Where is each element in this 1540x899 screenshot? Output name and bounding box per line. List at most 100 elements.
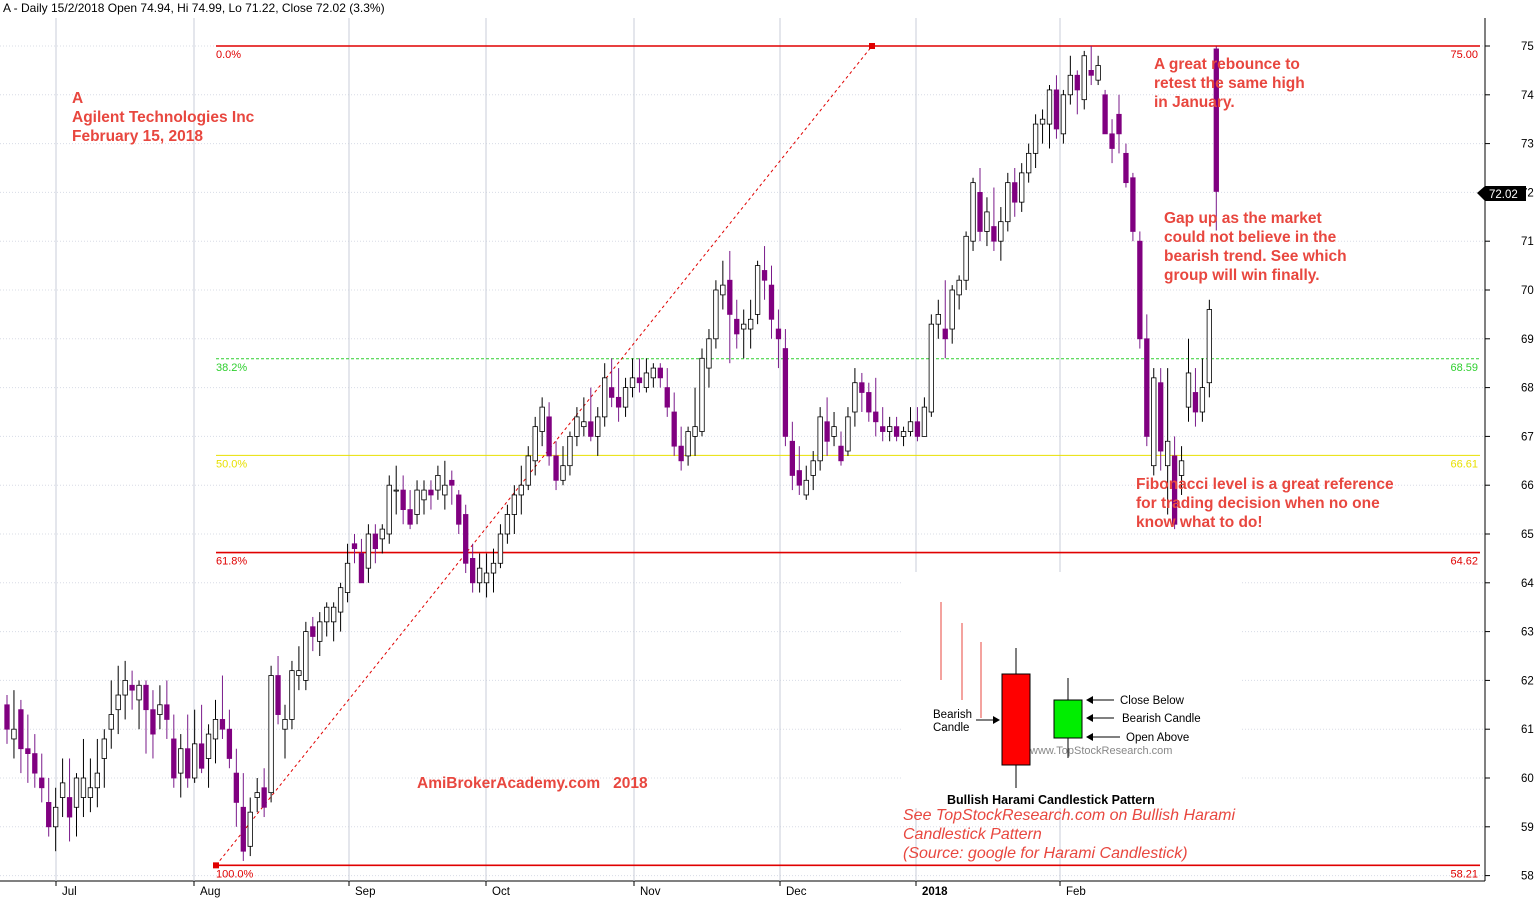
candle-body-up [803, 479, 809, 496]
candle-body-up [330, 606, 337, 623]
candle [185, 714, 191, 788]
candle [775, 309, 782, 369]
candle [615, 368, 622, 422]
candle [1102, 89, 1108, 135]
candle-body-up [11, 728, 17, 740]
candle-body-up [337, 587, 344, 613]
candle [136, 680, 142, 730]
candle-body-down [609, 387, 615, 398]
candle [324, 602, 330, 637]
candle [94, 738, 100, 808]
candle [914, 407, 921, 442]
candle-body-up [1067, 74, 1073, 96]
candle [588, 387, 594, 442]
source-line-3: (Source: google for Harami Candlestick) [903, 845, 1188, 862]
candle-body-up [532, 426, 538, 462]
candle [435, 465, 441, 500]
y-tick-label: 60 [1521, 773, 1534, 785]
fib-pct-label: 50.0% [216, 458, 247, 470]
candle-body-down [275, 675, 281, 715]
inset-arrowhead-close-below [1086, 696, 1093, 704]
candle-body-down [310, 626, 316, 637]
candle-body-up [101, 738, 107, 759]
candle [143, 680, 149, 754]
candle-body-up [970, 182, 976, 242]
candle-body-up [421, 489, 427, 501]
inset-arrowhead-open-above [1086, 733, 1093, 741]
candle-body-up [1060, 94, 1067, 135]
candle [268, 665, 274, 803]
candle-body-down [1130, 177, 1136, 232]
candle [178, 734, 184, 798]
candle [393, 465, 399, 515]
candle [998, 207, 1004, 261]
candle [275, 656, 281, 725]
candle-body-down [977, 191, 983, 232]
source-line-1: See TopStockResearch.com on Bullish Hara… [903, 807, 1235, 824]
candle [1213, 46, 1219, 231]
x-tick-label: Sep [355, 886, 375, 898]
candle [330, 602, 337, 642]
fibonacci-trend-line [213, 43, 875, 869]
candle [859, 372, 865, 412]
candle-body-up [1178, 460, 1185, 476]
candle-body-up [73, 777, 80, 808]
candle-body-up [525, 455, 531, 486]
trend-anchor-low [213, 862, 219, 869]
candle [977, 168, 983, 242]
candle [1067, 55, 1073, 105]
candle-body-up [928, 323, 934, 413]
candle-body-down [261, 787, 267, 808]
candle [581, 397, 587, 437]
candle-body-down [219, 719, 226, 730]
candle [532, 416, 538, 476]
candle [831, 412, 837, 447]
candle [1095, 55, 1101, 86]
candle-body-down [372, 533, 379, 550]
candle-body-down [164, 704, 170, 720]
annotation-fib-3: know what to do! [1136, 514, 1263, 531]
candle-body-up [539, 406, 545, 432]
candle-body-down [129, 684, 135, 691]
candle-body-up [1081, 55, 1087, 101]
candle-body-down [66, 797, 73, 818]
candle [32, 734, 38, 788]
candle [497, 524, 504, 569]
candle [970, 177, 976, 251]
candle-body-up [53, 806, 59, 828]
inset-bearish-candle-label: Bearish Candle [1122, 713, 1201, 725]
candle [317, 612, 323, 656]
candle-body-up [157, 704, 163, 715]
inset-background [903, 572, 1241, 808]
candle [956, 275, 962, 310]
candle [887, 416, 893, 442]
candle [796, 446, 802, 495]
candle-body-up [1026, 152, 1032, 174]
fib-pct-label: 100.0% [216, 868, 254, 880]
candle-body-up [442, 484, 448, 496]
candle-body-up [317, 621, 323, 642]
candle-body-up [748, 318, 754, 330]
y-tick-label: 70 [1521, 285, 1534, 297]
candle [650, 363, 656, 388]
fib-price-label: 64.62 [1450, 556, 1478, 568]
candle-body-up [1151, 377, 1157, 467]
candle-body-down [226, 728, 233, 759]
candle-body-up [706, 338, 712, 369]
y-tick-label: 73 [1521, 139, 1534, 151]
x-tick-label: Nov [640, 886, 661, 898]
candle [46, 778, 52, 837]
candle-body-up [122, 680, 128, 696]
candle [706, 329, 712, 388]
candle [449, 470, 455, 505]
title-date: February 15, 2018 [72, 128, 203, 145]
candle [226, 709, 233, 769]
candle [713, 280, 719, 349]
candle-body-up [191, 743, 198, 779]
last-close-label: 72.02 [1489, 189, 1518, 201]
candle-body-up [268, 675, 274, 794]
candle [53, 787, 59, 852]
annotation-gap-1: Gap up as the market [1164, 210, 1322, 227]
inset-arrowhead-bearish-candle [1086, 714, 1093, 722]
